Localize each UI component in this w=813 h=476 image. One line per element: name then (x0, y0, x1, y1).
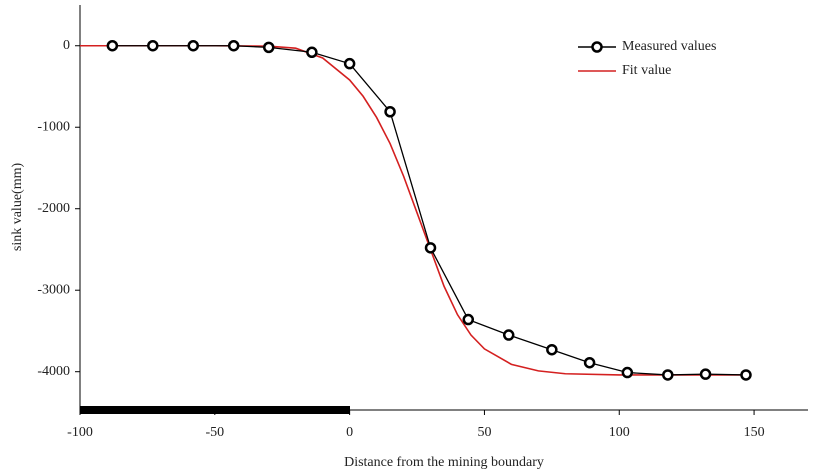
data-point (462, 313, 475, 326)
data-point (147, 39, 159, 52)
y-tick-label: 0 (63, 38, 70, 53)
data-point (740, 369, 752, 381)
data-point (583, 356, 596, 369)
x-tick-label: 150 (744, 425, 765, 440)
data-point (106, 39, 119, 52)
data-point (621, 366, 634, 379)
data-point (662, 369, 674, 381)
data-point (262, 41, 275, 54)
legend-marker (591, 41, 603, 53)
x-tick-label: -100 (67, 425, 93, 440)
data-point (306, 46, 318, 59)
data-point (227, 39, 240, 52)
data-point (384, 106, 396, 118)
y-tick-label: -3000 (37, 282, 70, 297)
data-point (546, 343, 558, 356)
series-line (112, 45, 746, 376)
y-tick-label: -4000 (37, 364, 70, 379)
x-tick-label: 50 (477, 425, 491, 440)
y-tick-label: -2000 (37, 201, 70, 216)
data-point (343, 57, 356, 70)
data-point (502, 329, 515, 341)
x-axis-label: Distance from the mining boundary (344, 455, 544, 470)
y-tick-label: -1000 (37, 119, 70, 134)
data-point (699, 368, 712, 380)
series-line (80, 44, 746, 376)
x-tick-label: -50 (205, 425, 224, 440)
legend-label: Fit value (622, 63, 671, 78)
legend-label: Measured values (622, 39, 716, 54)
data-point (424, 242, 437, 254)
x-tick-label: 100 (609, 425, 630, 440)
x-tick-label: 0 (346, 425, 353, 440)
y-axis-label: sink value(mm) (10, 163, 25, 252)
data-point (187, 39, 199, 52)
